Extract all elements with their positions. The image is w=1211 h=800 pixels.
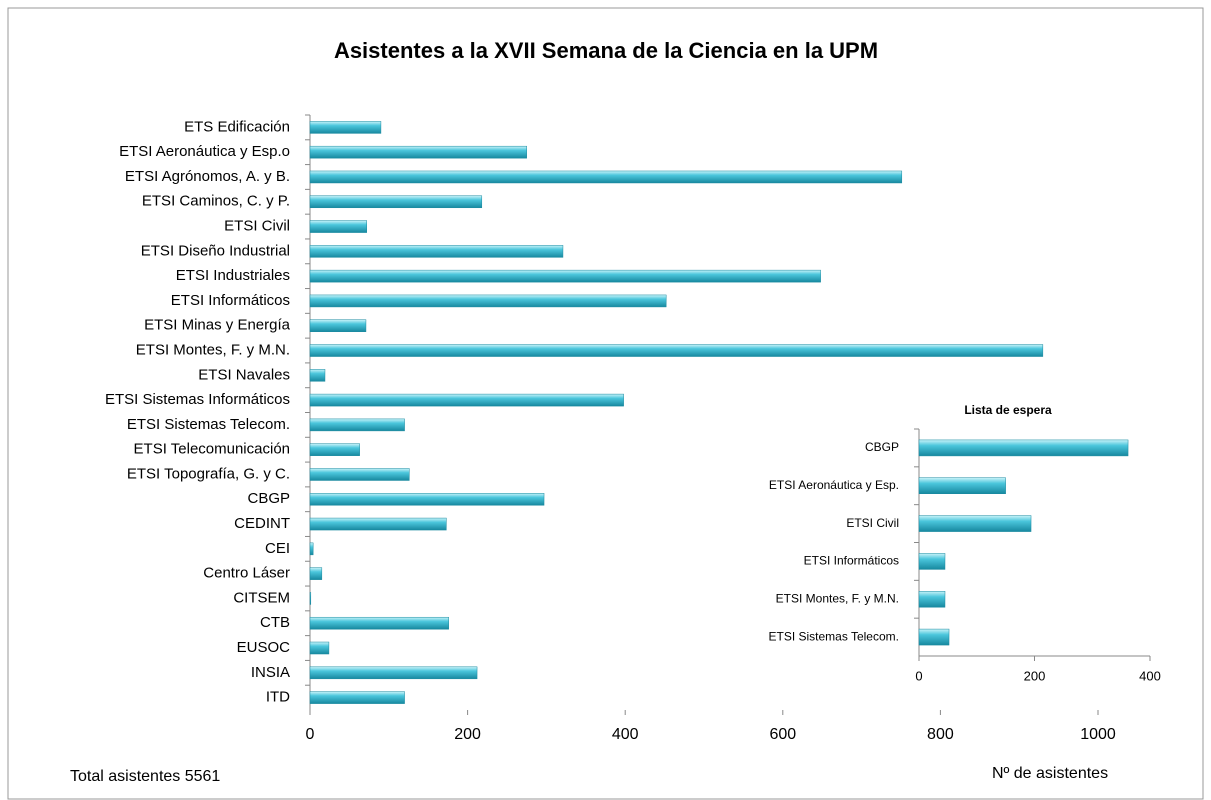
y-tick-label: ETSI Sistemas Telecom. [127,416,290,433]
bar [309,468,410,481]
bar [309,195,483,209]
bar [309,145,527,159]
bar [918,515,1032,532]
y-tick-label: ITD [266,689,290,706]
y-tick-label: CEDINT [234,515,290,532]
bar [309,269,821,283]
chart-title: Lista de espera [964,403,1052,417]
x-tick-label: 400 [612,726,639,743]
y-tick-label: ETSI Montes, F. y M.N. [136,341,290,358]
bar [309,369,326,382]
y-tick-label: ETSI Minas y Energía [144,317,291,334]
y-tick-label: INSIA [251,664,290,681]
y-tick-label: ETSI Telecomunicación [134,441,290,458]
y-tick-label: ETSI Caminos, C. y P. [142,193,290,210]
y-tick-label: CTB [260,614,290,631]
bar [309,517,447,531]
y-tick-label: CBGP [247,490,290,507]
y-tick-label: ETSI Agrónomos, A. y B. [125,168,290,185]
bar [309,542,314,556]
y-tick-label: ETSI Industriales [176,267,290,284]
x-tick-label: 600 [769,726,796,743]
bar [918,553,946,570]
y-tick-label: ETSI Montes, F. y M.N. [776,591,899,605]
y-tick-label: ETSI Aeronáutica y Esp.o [119,143,290,160]
bar [309,344,1044,357]
y-tick-label: ETSI Navales [198,366,290,383]
bar [918,439,1129,457]
y-tick-label: Centro Láser [203,565,290,582]
bar [309,418,405,432]
y-tick-label: CEI [265,540,290,557]
bar [309,666,478,680]
bar [309,641,330,655]
x-tick-label: 1000 [1080,726,1116,743]
y-tick-label: ETSI Informáticos [171,292,290,309]
y-tick-label: EUSOC [237,639,291,656]
y-tick-label: ETSI Diseño Industrial [141,242,290,259]
x-tick-label: 200 [454,726,481,743]
x-tick-label: 0 [915,668,922,683]
bar [918,591,946,608]
x-tick-label: 800 [927,726,954,743]
bar [918,628,950,646]
y-tick-label: ETSI Civil [846,516,899,530]
bar [309,493,545,506]
y-tick-label: ETSI Informáticos [804,554,899,568]
bar [309,592,312,605]
bar [309,121,382,134]
x-tick-label: 0 [306,726,315,743]
y-tick-label: ETSI Aeronáutica y Esp. [769,478,899,492]
bar [309,220,367,233]
bar [309,567,323,580]
y-tick-label: ETSI Topografía, G. y C. [127,465,290,482]
bar [309,170,903,184]
bar [309,691,405,704]
y-tick-label: ETSI Sistemas Telecom. [769,629,900,643]
bar [309,443,360,456]
bar [309,245,564,258]
annotation: Total asistentes 5561 [70,768,220,785]
y-tick-label: ETSI Civil [224,218,290,235]
bar [309,616,449,630]
y-tick-label: ETSI Sistemas Informáticos [105,391,290,408]
x-axis-label: Nº de asistentes [992,765,1108,782]
y-tick-label: ETS Edificación [184,118,290,135]
y-tick-label: CITSEM [233,589,290,606]
x-tick-label: 200 [1024,668,1046,683]
bar [309,294,667,308]
bar [309,319,367,332]
y-tick-label: CBGP [865,440,899,454]
bar [918,477,1006,494]
chart-title: Asistentes a la XVII Semana de la Cienci… [334,38,878,63]
x-tick-label: 400 [1139,668,1161,683]
bar [309,393,624,407]
